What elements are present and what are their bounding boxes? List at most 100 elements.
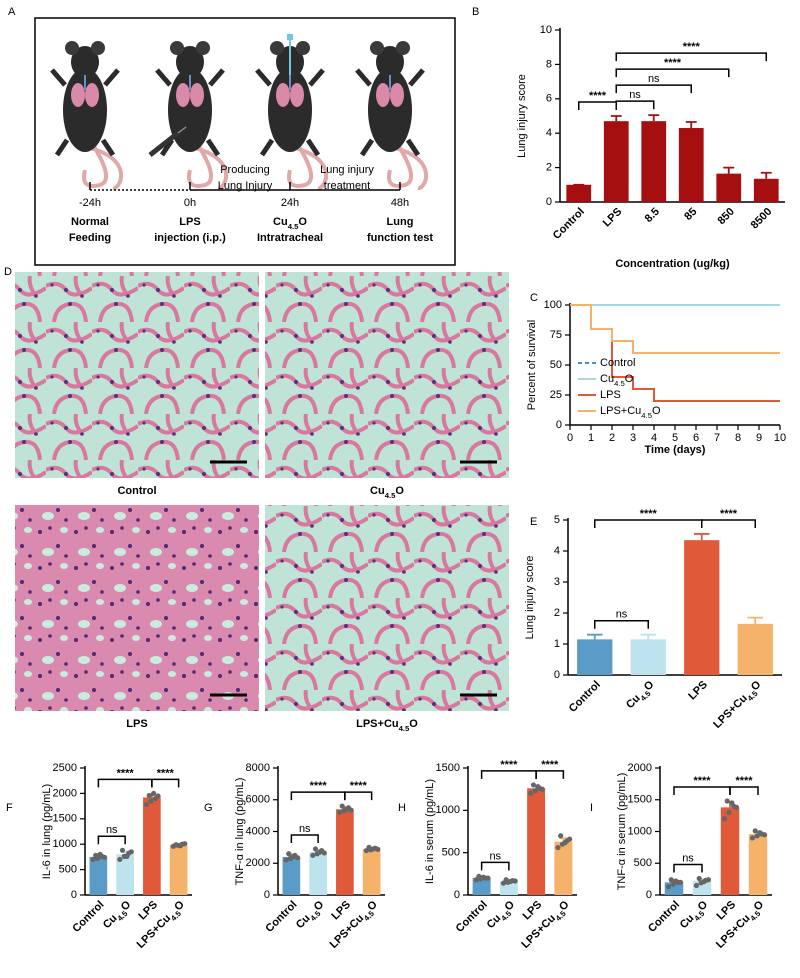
x-tick-label: Control: [551, 206, 587, 242]
bar: [577, 639, 613, 675]
y-axis-label: Lung injury score: [524, 556, 536, 640]
y-tick-label: 0: [646, 889, 652, 901]
x-tick-label: LPS: [715, 899, 739, 923]
significance-label: ****: [693, 775, 711, 787]
data-point: [476, 873, 482, 879]
data-point: [757, 830, 763, 836]
timepoint-label: Cu4.5O: [273, 216, 307, 231]
timepoint-label: Feeding: [69, 232, 111, 244]
panel-label: I: [590, 802, 593, 814]
significance-bracket: [97, 778, 153, 788]
y-axis-label: IL-6 in serum (pg/mL): [424, 779, 436, 884]
subscript: 4.5: [641, 411, 652, 420]
significance-label: ****: [157, 767, 175, 779]
data-point: [344, 806, 350, 812]
syringe: [148, 131, 180, 157]
data-point: [696, 875, 702, 882]
panel-label: D: [4, 266, 12, 278]
significance-bracket: [290, 834, 319, 843]
data-point: [119, 847, 126, 853]
x-tick-label: LPS: [136, 899, 160, 923]
data-point: [480, 874, 487, 880]
significance-bracket: [535, 770, 565, 779]
x-tick-label: LPS+Cu4.5O: [711, 678, 765, 732]
bar: [143, 797, 161, 895]
data-point: [532, 788, 538, 794]
bar: [282, 856, 301, 895]
y-axis-label: Lung injury score: [516, 74, 528, 158]
data-point: [701, 879, 707, 885]
timepoint-label: function test: [367, 232, 433, 244]
bar: [748, 834, 768, 895]
significance-label: ****: [735, 775, 753, 787]
significance-label: ****: [350, 780, 368, 792]
timepoint-label: Lung: [387, 216, 414, 228]
significance-label: ****: [683, 41, 701, 53]
x-tick-label: 10: [774, 432, 786, 444]
panel-label: H: [398, 802, 406, 814]
histology-caption: Control: [117, 485, 156, 497]
y-tick-label: 8000: [246, 762, 270, 774]
significance-label: ****: [117, 767, 135, 779]
subscript: 4.5: [499, 908, 513, 922]
panel-label: E: [530, 516, 537, 528]
data-point: [726, 809, 732, 816]
y-tick-label: 6000: [246, 794, 270, 806]
bar: [630, 639, 666, 675]
phase-label: Lung Injury: [218, 180, 273, 192]
subscript: 4.5: [308, 908, 322, 922]
x-tick-label: 8.5: [643, 206, 662, 225]
data-point: [567, 836, 573, 842]
x-tick-label: 85: [682, 206, 699, 223]
x-tick-label: 8500: [749, 206, 775, 232]
error-bar: [610, 115, 622, 122]
x-tick-label: 9: [756, 432, 762, 444]
data-point: [555, 844, 561, 851]
significance-label: ****: [720, 508, 738, 520]
timepoint-label: injection (i.p.): [154, 232, 226, 244]
mouse-head: [71, 46, 99, 78]
error-bar: [586, 633, 603, 640]
data-point: [558, 833, 564, 839]
histology-caption: Cu4.5O: [370, 485, 404, 500]
mouse-lung: [390, 83, 404, 107]
subscript: 4.5: [385, 491, 396, 500]
significance-bracket: [615, 68, 730, 78]
x-tick-label: LPS: [686, 679, 710, 703]
histology-caption: LPS: [126, 718, 147, 730]
bar: [554, 841, 573, 895]
x-tick-label: Control: [454, 899, 490, 935]
mouse-arms: [155, 68, 225, 157]
mouse-ear: [91, 41, 105, 55]
x-tick-label: LPS: [521, 899, 545, 923]
y-tick-label: 5: [554, 514, 560, 526]
significance-bracket: [594, 519, 703, 528]
mouse-ear: [65, 41, 79, 55]
mouse-ear: [270, 41, 284, 55]
panel-label: F: [6, 802, 13, 814]
panel-label: A: [8, 6, 16, 18]
data-point: [312, 846, 319, 852]
y-tick-label: 1000: [436, 804, 460, 816]
legend-label: LPS: [600, 389, 621, 401]
y-tick-label: 8: [546, 58, 552, 70]
mouse-ear: [296, 41, 310, 55]
mouse-arms: [355, 68, 425, 157]
data-point: [177, 843, 183, 849]
significance-bracket: [701, 519, 756, 528]
data-point: [485, 875, 491, 881]
timepoint: 0h: [184, 197, 196, 209]
x-tick-label: 1: [588, 432, 594, 444]
y-tick-label: 500: [59, 864, 77, 876]
timepoint: -24h: [79, 197, 101, 209]
bar: [684, 540, 720, 675]
bar: [641, 121, 667, 202]
bar: [116, 854, 134, 895]
mouse-lung: [276, 83, 290, 107]
y-axis-label: TNF-α in lung (pg/mL): [234, 778, 246, 886]
significance-label: ns: [299, 823, 311, 835]
mouse-lung: [290, 83, 304, 107]
subscript: 4.5: [638, 688, 652, 702]
mouse-ear: [370, 41, 384, 55]
